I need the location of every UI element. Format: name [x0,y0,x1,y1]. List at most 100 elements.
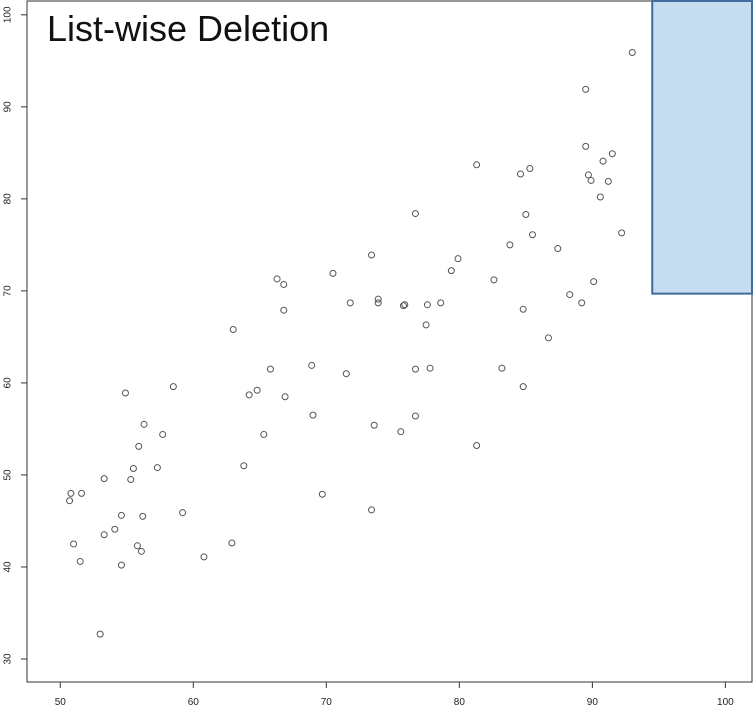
data-point [590,278,598,286]
data-point [346,299,354,307]
data-point [228,539,236,547]
data-point [318,490,326,498]
x-tick-label: 80 [454,697,466,708]
axes-layer: 50 60 70 80 90 100 30 40 50 60 70 80 90 100 [3,6,735,708]
data-point [67,489,75,497]
data-point [473,441,481,449]
data-point [100,531,108,539]
data-point [544,334,552,342]
data-point [517,170,525,178]
data-point [135,442,143,450]
data-point [426,364,434,372]
data-point [245,391,253,399]
data-point [526,164,534,172]
data-point [454,255,462,263]
data-point [437,299,445,307]
data-point [169,383,177,391]
data-point [447,267,455,275]
data-point [281,393,289,401]
highlight-region [651,0,754,295]
data-point [554,245,562,253]
data-point [273,275,281,283]
data-point [519,383,527,391]
data-point [582,85,590,93]
data-point [596,193,604,201]
x-tick-label: 70 [321,697,333,708]
data-point [309,411,317,419]
x-tick-label: 90 [587,697,599,708]
data-point [566,291,574,299]
data-point [76,557,84,565]
x-tick-label: 60 [188,697,200,708]
data-point [139,512,147,520]
data-point [140,420,148,428]
data-point [100,475,108,483]
data-point [374,295,382,303]
data-point [127,476,135,484]
data-point [253,386,261,394]
data-point [153,464,161,472]
data-point [117,561,125,569]
data-point [582,142,590,150]
y-tick-label: 30 [3,653,14,665]
data-point [329,269,337,277]
data-point [308,361,316,369]
data-point [159,430,167,438]
data-point [260,430,268,438]
data-point [342,370,350,378]
points-layer [66,49,636,638]
data-point [397,428,405,436]
data-point [111,525,119,533]
data-point [133,542,141,550]
data-point [411,412,419,420]
chart-title: List-wise Deletion [47,8,329,49]
data-point [578,299,586,307]
y-tick-label: 60 [3,377,14,389]
data-point [229,326,237,334]
data-point [78,489,86,497]
data-point [280,306,288,314]
data-point [411,365,419,373]
data-point [280,280,288,288]
data-point [121,389,129,397]
data-point [506,241,514,249]
data-point [587,176,595,184]
data-point [179,509,187,517]
data-point [490,276,498,284]
data-point [374,299,382,307]
data-point [522,211,530,219]
data-point [200,553,208,561]
y-tick-label: 90 [3,101,14,113]
data-point [618,229,626,237]
data-point [96,630,104,638]
data-point [584,171,592,179]
data-point [628,49,636,57]
data-point [599,157,607,165]
data-point [66,497,74,505]
data-point [70,540,78,548]
y-tick-label: 40 [3,561,14,573]
data-point [117,511,125,519]
plot-frame [26,0,753,683]
y-tick-label: 70 [3,285,14,297]
y-tick-label: 80 [3,193,14,205]
data-point [401,301,409,309]
data-point [266,365,274,373]
highlight-region-layer [651,0,754,295]
data-point [423,301,431,309]
data-point [608,150,616,158]
data-point [368,251,376,259]
data-point [422,321,430,329]
data-point [411,210,419,218]
data-point [604,177,612,185]
data-point [529,231,537,239]
data-point [473,161,481,169]
data-point [137,547,145,555]
data-point [498,364,506,372]
data-point [368,506,376,514]
y-tick-label: 50 [3,469,14,481]
x-tick-label: 100 [717,697,734,708]
y-tick-label: 100 [3,6,14,23]
data-point [370,421,378,429]
